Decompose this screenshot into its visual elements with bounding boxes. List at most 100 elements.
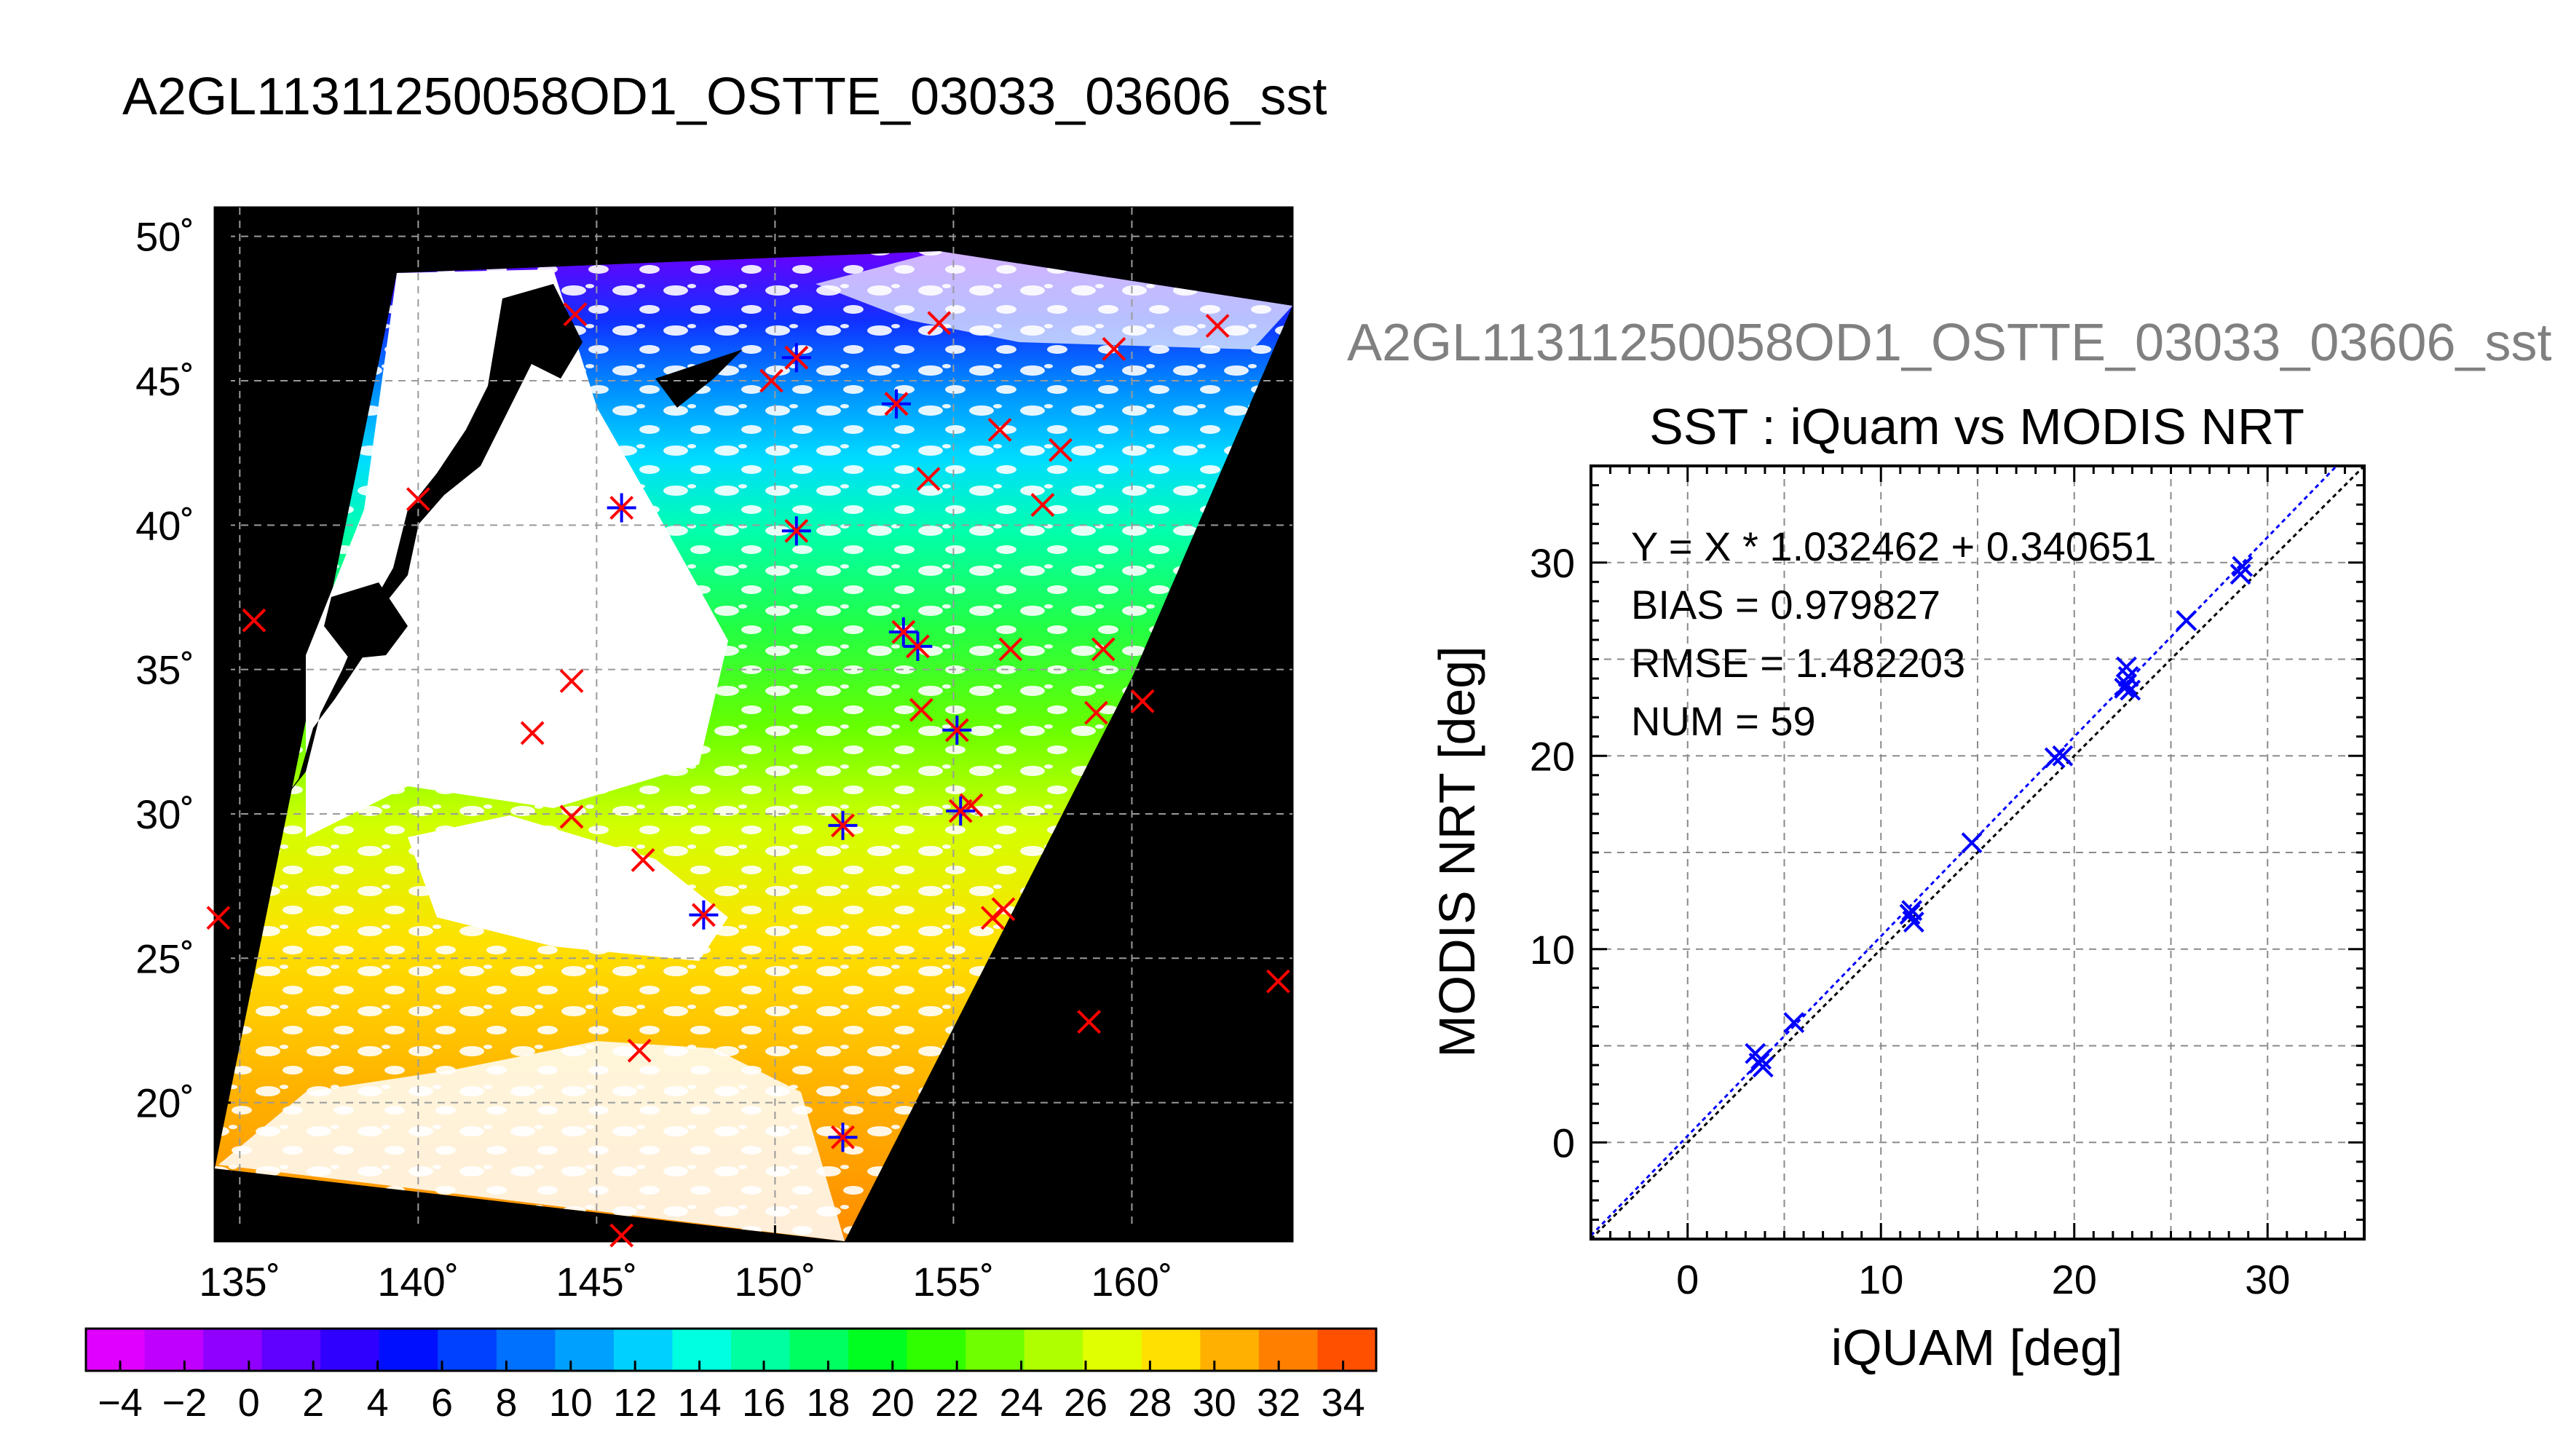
red-overlay-cross [948, 799, 973, 823]
red-overlay-cross [884, 392, 909, 416]
scatter-point [2114, 677, 2136, 699]
colorbar-cell [320, 1329, 380, 1371]
stat-rmse: RMSE = 1.482203 [1631, 640, 1965, 686]
one-to-one-line [1590, 464, 2366, 1241]
colorbar-cell [1024, 1329, 1084, 1371]
map-lat-label: 45˚ [135, 358, 194, 404]
map-lon-label: 150˚ [734, 1259, 816, 1305]
colorbar-label: 22 [935, 1381, 979, 1425]
colorbar-label: 4 [367, 1381, 389, 1425]
red-matchup-marker [406, 487, 430, 512]
colorbar-cell [555, 1329, 615, 1371]
red-overlay-cross [784, 345, 809, 370]
matchup-markers [206, 302, 1290, 1248]
scatter-point [2044, 747, 2066, 769]
scatter-point [1899, 903, 1921, 925]
cloud-mass-north [306, 269, 728, 837]
red-matchup-marker [998, 637, 1023, 662]
red-matchup-marker [559, 669, 584, 693]
cloud-mass-center [408, 815, 728, 961]
blue-matchup-marker [903, 631, 933, 661]
colorbar-cell [1258, 1329, 1319, 1371]
colorbar-cell [672, 1329, 732, 1371]
red-matchup-marker [563, 302, 588, 327]
colorbar-label: 8 [495, 1381, 517, 1425]
red-matchup-marker [916, 467, 941, 491]
colorbar-label: 14 [678, 1381, 722, 1425]
colorbar-label: 32 [1257, 1381, 1300, 1425]
colorbar-label: 28 [1128, 1381, 1172, 1425]
red-matchup-marker [1049, 438, 1073, 462]
colorbar-label: 20 [871, 1381, 915, 1425]
sst-map: 135˚ 140˚ 145˚ 150˚ 155˚ 160˚ 50˚ 45˚ 40˚ 35˚ 30˚ 2… [84, 206, 1378, 1425]
colorbar-label: 16 [742, 1381, 786, 1425]
colorbar-label: 10 [549, 1381, 593, 1425]
red-matchup-marker [759, 368, 783, 393]
scatter-point [2052, 745, 2074, 767]
stat-bias: BIAS = 0.979827 [1631, 582, 1940, 628]
red-matchup-marker [206, 906, 231, 930]
colorbar-label: −4 [98, 1381, 143, 1425]
map-lat-label: 40˚ [135, 502, 194, 548]
colorbar-cell [789, 1329, 850, 1371]
red-matchup-marker [1130, 689, 1155, 713]
map-lat-label: 50˚ [135, 214, 194, 260]
map-grid [215, 207, 1292, 1241]
colorbar-label: 34 [1322, 1381, 1365, 1425]
blue-matchup-marker [689, 900, 719, 930]
scatter-y-tick-label: 20 [1530, 733, 1575, 779]
colorbar-cell [965, 1329, 1025, 1371]
colorbar-cell [848, 1329, 908, 1371]
stat-num: NUM = 59 [1631, 698, 1816, 744]
map-lon-label: 135˚ [199, 1259, 280, 1305]
red-matchup-marker [987, 418, 1012, 442]
map-axis-labels: 135˚ 140˚ 145˚ 150˚ 155˚ 160˚ 50˚ 45˚ 40˚ 35˚ 30˚ 2… [135, 214, 1172, 1305]
red-matchup-marker [1102, 336, 1126, 361]
scatter-point [1750, 1048, 1772, 1070]
red-overlay-cross [906, 634, 930, 659]
scatter-point [2230, 563, 2251, 585]
scatter-lines [1590, 464, 2366, 1241]
red-matchup-marker [627, 1038, 652, 1063]
red-matchup-marker [631, 848, 655, 872]
map-lon-label: 145˚ [556, 1259, 637, 1305]
red-matchup-marker [1084, 700, 1108, 725]
colorbar-label: 0 [238, 1381, 260, 1425]
blue-matchup-marker [882, 389, 912, 419]
sst-colorbar: −4 −2 0 2 4 6 8 10 12 14 16 18 20 22 24 26 28 30 32 34 [84, 1327, 1378, 1425]
colorbar-cell [1083, 1329, 1142, 1371]
scatter-points [1745, 555, 2254, 1078]
colorbar-label: −2 [162, 1381, 208, 1425]
scatter-point [1752, 1056, 1774, 1078]
map-lon-label: 140˚ [377, 1259, 459, 1305]
scatter-x-tick-label: 0 [1676, 1257, 1699, 1302]
scatter-point [2232, 555, 2254, 577]
red-matchup-marker [1077, 1010, 1102, 1034]
scatter-ticks: 0 10 20 30 0 10 20 30 [1530, 464, 2366, 1302]
blue-matchup-marker [828, 810, 858, 840]
japan-land [277, 284, 583, 808]
scatter-point [1961, 832, 1983, 854]
scatter-y-tick-label: 0 [1552, 1120, 1575, 1166]
colorbar-cell [86, 1329, 146, 1371]
colorbar-label: 18 [806, 1381, 850, 1425]
colorbar-label: 6 [431, 1381, 453, 1425]
blue-matchup-marker [781, 343, 811, 373]
red-matchup-marker [1205, 314, 1230, 339]
scatter-x-tick-label: 20 [2052, 1257, 2097, 1302]
colorbar-label: 30 [1193, 1381, 1236, 1425]
red-overlay-cross [691, 903, 716, 927]
cloud-mass-northeast [816, 251, 1292, 349]
red-matchup-marker [1030, 493, 1055, 517]
map-lon-label: 160˚ [1091, 1259, 1172, 1305]
red-matchup-marker [991, 897, 1016, 922]
main-title: A2GL11311250058OD1_OSTTE_03033_03606_sst [122, 68, 1327, 126]
blue-matchup-marker [942, 715, 972, 745]
colorbar-cell [379, 1329, 439, 1371]
colorbar-cell [438, 1329, 497, 1371]
scatter-y-tick-label: 10 [1530, 927, 1575, 973]
colorbar-cell [613, 1329, 674, 1371]
blue-matchup-marker [946, 796, 976, 826]
japan-land-2 [324, 582, 408, 659]
colorbar-cell [1141, 1329, 1201, 1371]
